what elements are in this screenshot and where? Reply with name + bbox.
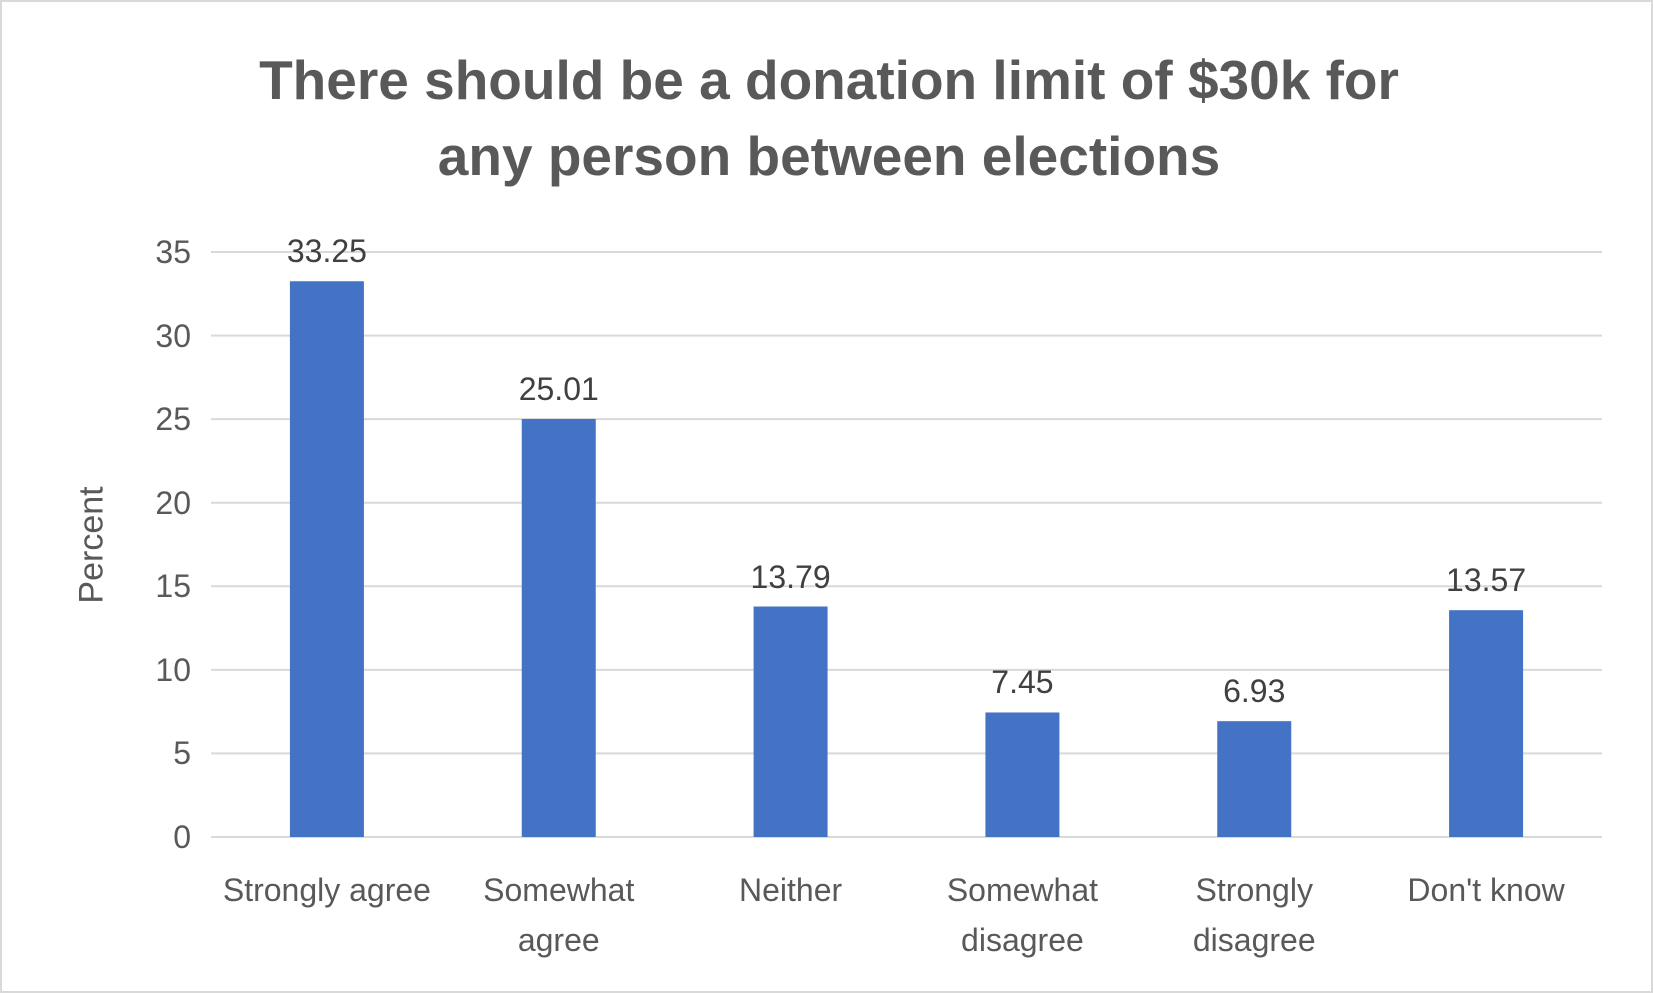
y-tick-label: 5 [173, 735, 191, 772]
chart-title: There should be a donation limit of $30k… [259, 49, 1399, 187]
bar [753, 606, 828, 837]
data-label: 25.01 [518, 370, 599, 407]
x-tick-label: Don't know [1407, 872, 1565, 908]
y-tick-label: 25 [155, 401, 191, 438]
bar [1449, 610, 1524, 837]
x-tick-label: Neither [739, 872, 843, 908]
bar [521, 418, 596, 837]
data-label: 6.93 [1223, 673, 1286, 710]
y-axis-label: Percent [72, 486, 111, 604]
y-tick-label: 20 [155, 484, 191, 521]
bar [289, 281, 364, 837]
data-label: 13.79 [750, 558, 831, 595]
y-tick-label: 35 [155, 234, 191, 270]
y-tick-label: 0 [173, 819, 191, 855]
x-tick-label: Strongly disagree [1192, 872, 1316, 958]
x-tick-label: Somewhat disagree [946, 872, 1098, 958]
bar [1217, 721, 1292, 837]
bar [985, 712, 1060, 837]
y-tick-label: 30 [155, 317, 191, 354]
y-tick-label: 15 [155, 568, 191, 605]
data-label: 7.45 [991, 664, 1054, 701]
data-label: 13.57 [1446, 562, 1527, 599]
x-tick-label: Somewhat agree [483, 872, 635, 958]
y-tick-label: 10 [155, 651, 191, 688]
x-tick-label: Strongly agree [222, 872, 431, 908]
data-label: 33.25 [286, 233, 367, 270]
